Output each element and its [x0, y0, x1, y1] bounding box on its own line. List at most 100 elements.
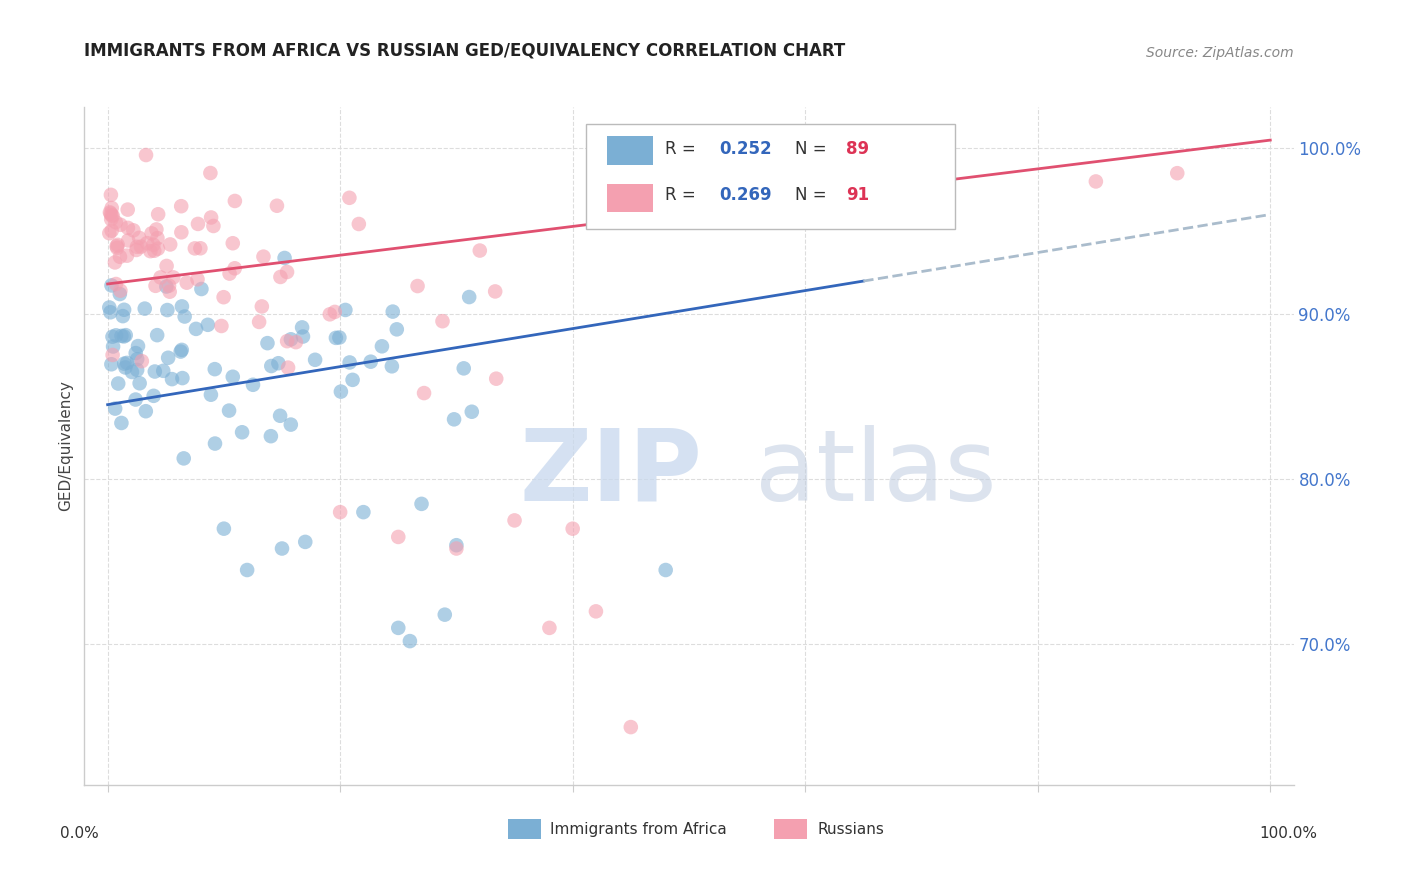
Text: N =: N =	[796, 186, 832, 204]
Point	[273, 251, 295, 265]
Point	[294, 535, 316, 549]
Point	[329, 384, 352, 399]
Point	[149, 270, 172, 285]
Point	[101, 339, 124, 353]
Point	[269, 269, 291, 284]
Point	[111, 309, 134, 323]
Point	[157, 278, 180, 293]
Point	[276, 334, 298, 348]
Point	[291, 329, 314, 343]
Point	[105, 241, 128, 255]
Text: Source: ZipAtlas.com: Source: ZipAtlas.com	[1146, 45, 1294, 60]
Point	[385, 322, 408, 336]
Point	[101, 209, 124, 223]
Bar	[607, 136, 652, 165]
Point	[325, 331, 347, 345]
Point	[100, 208, 122, 222]
Point	[468, 244, 491, 258]
Point	[114, 328, 136, 343]
Point	[184, 322, 207, 336]
Point	[107, 376, 129, 391]
Point	[503, 513, 526, 527]
Text: R =: R =	[665, 140, 700, 158]
Point	[252, 250, 274, 264]
Point	[98, 301, 121, 315]
Point	[443, 412, 465, 426]
Point	[101, 348, 124, 362]
Text: ZIP: ZIP	[520, 425, 703, 522]
Point	[381, 304, 404, 318]
Point	[352, 505, 374, 519]
Point	[212, 290, 235, 304]
Point	[170, 199, 193, 213]
Point	[159, 285, 181, 299]
Point	[128, 376, 150, 391]
Text: 0.269: 0.269	[720, 186, 772, 204]
Point	[146, 328, 169, 343]
Point	[142, 389, 165, 403]
Point	[284, 335, 307, 350]
Text: R =: R =	[665, 186, 700, 204]
Point	[101, 329, 124, 343]
Point	[432, 314, 454, 328]
Point	[143, 244, 166, 258]
Point	[200, 211, 222, 225]
Point	[202, 219, 225, 233]
Point	[339, 191, 361, 205]
Point	[136, 236, 159, 251]
Point	[110, 284, 132, 298]
Point	[453, 361, 475, 376]
Point	[620, 720, 643, 734]
Point	[266, 199, 288, 213]
Point	[172, 371, 194, 385]
Point	[176, 276, 198, 290]
Point	[104, 328, 127, 343]
Point	[291, 320, 314, 334]
Point	[105, 239, 128, 253]
Point	[100, 187, 122, 202]
Point	[110, 218, 132, 232]
Point	[134, 301, 156, 316]
Point	[170, 299, 193, 313]
Point	[110, 416, 132, 430]
Point	[433, 607, 456, 622]
Point	[381, 359, 404, 374]
Point	[127, 339, 149, 353]
Point	[323, 305, 346, 319]
Point	[146, 242, 169, 256]
Point	[446, 538, 468, 552]
Point	[406, 279, 429, 293]
Point	[360, 354, 382, 368]
Point	[125, 346, 148, 360]
Point	[114, 360, 136, 375]
Point	[242, 377, 264, 392]
Point	[155, 259, 177, 273]
Point	[100, 357, 122, 371]
Point	[231, 425, 253, 440]
Point	[117, 202, 139, 217]
Point	[250, 300, 273, 314]
Point	[204, 436, 226, 450]
Point	[342, 373, 364, 387]
Point	[276, 265, 298, 279]
Point	[212, 522, 235, 536]
Point	[173, 310, 195, 324]
Point	[152, 364, 174, 378]
Text: N =: N =	[796, 140, 832, 158]
Point	[121, 365, 143, 379]
Bar	[607, 184, 652, 212]
Point	[100, 206, 122, 220]
Point	[112, 357, 135, 371]
Point	[115, 249, 138, 263]
Point	[190, 241, 212, 255]
Point	[139, 244, 162, 259]
Point	[117, 234, 139, 248]
Point	[169, 344, 191, 359]
Point	[277, 360, 299, 375]
Point	[141, 227, 163, 241]
Point	[184, 241, 207, 255]
Point	[127, 363, 149, 377]
Bar	[508, 819, 541, 839]
Point	[1166, 166, 1188, 180]
Point	[461, 405, 484, 419]
